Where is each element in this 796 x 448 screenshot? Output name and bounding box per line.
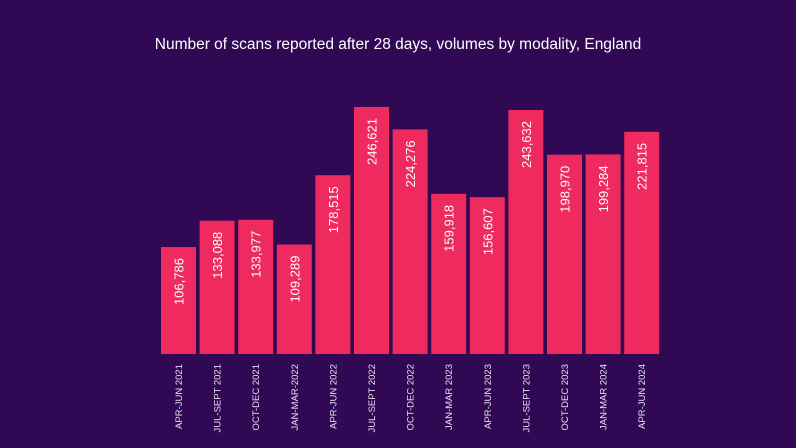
- data-label: 133,088: [210, 232, 225, 279]
- data-label: 109,289: [287, 256, 302, 303]
- x-tick-label: JUL-SEPT 2023: [521, 364, 532, 432]
- bar: [585, 154, 621, 354]
- bar: [161, 247, 196, 354]
- x-tick-label: JAN-MAR-2022: [290, 364, 301, 431]
- x-tick-label: JUL-SEPT 2021: [213, 364, 224, 432]
- data-label: 198,970: [558, 166, 573, 213]
- x-tick-label: JAN-MAR 2024: [599, 364, 610, 430]
- x-tick-label: APR-JUN 2021: [174, 364, 185, 429]
- bar: [469, 197, 505, 354]
- data-label: 159,918: [442, 205, 457, 252]
- data-label: 106,786: [172, 258, 187, 305]
- x-tick-label: OCT-DEC 2023: [560, 364, 571, 431]
- x-tick-label: OCT-DEC 2022: [406, 364, 417, 431]
- bar: [547, 154, 582, 354]
- chart-title: Number of scans reported after 28 days, …: [154, 36, 642, 53]
- bar: [238, 219, 274, 354]
- bar: [392, 129, 428, 354]
- bar: [199, 220, 235, 354]
- bar: [276, 244, 312, 354]
- x-tick-label: JAN-MAR 2023: [444, 364, 455, 430]
- bar: [624, 131, 660, 354]
- data-label: 133,977: [249, 231, 264, 278]
- x-tick-label: APR-JUN 2022: [328, 364, 339, 429]
- data-label: 199,284: [596, 165, 611, 212]
- data-label: 221,815: [635, 143, 650, 190]
- x-tick-label: JUL-SEPT 2022: [367, 364, 378, 432]
- data-label: 178,515: [326, 186, 341, 233]
- x-tick-label: APR-JUN 2023: [483, 364, 494, 429]
- bar: [508, 109, 544, 354]
- x-tick-label: APR-JUN 2024: [637, 364, 648, 429]
- x-tick-label: OCT-DEC 2021: [251, 364, 262, 431]
- bar: [354, 107, 389, 354]
- bar: [315, 175, 351, 354]
- data-label: 246,621: [365, 118, 380, 165]
- bar: [431, 193, 467, 354]
- data-label: 156,607: [480, 208, 495, 255]
- data-label: 224,276: [403, 140, 418, 187]
- data-label: 243,632: [519, 121, 534, 168]
